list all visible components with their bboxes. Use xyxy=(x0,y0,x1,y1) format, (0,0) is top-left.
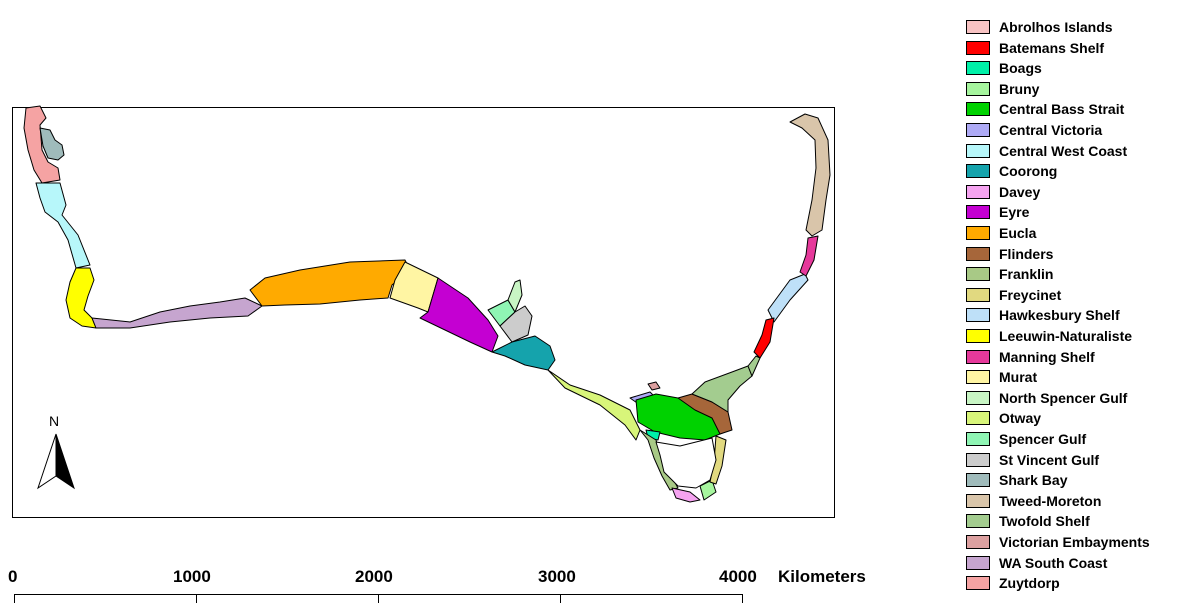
scale-tick-label: 2000 xyxy=(355,567,393,586)
scale-tick-label: 0 xyxy=(8,567,18,586)
scale-tick xyxy=(742,594,743,603)
legend-label: Twofold Shelf xyxy=(999,513,1090,530)
scale-tick-label: 1000 xyxy=(173,567,211,586)
region-eyre[interactable] xyxy=(419,277,499,353)
legend-swatch xyxy=(966,370,990,385)
east-coast-shelf xyxy=(747,355,761,377)
legend-swatch xyxy=(966,576,990,591)
legend-label: Shark Bay xyxy=(999,472,1068,489)
legend-swatch xyxy=(966,349,990,364)
legend-swatch xyxy=(966,555,990,570)
legend-swatch xyxy=(966,411,990,426)
region-eucla[interactable] xyxy=(249,259,411,307)
region-zuytdorp[interactable] xyxy=(23,105,61,184)
region-twofold-shelf[interactable] xyxy=(691,365,753,413)
region-shark-bay[interactable] xyxy=(39,127,65,161)
scale-tick xyxy=(196,594,197,603)
legend-swatch xyxy=(966,473,990,488)
legend-label: St Vincent Gulf xyxy=(999,451,1100,468)
legend-label: Hawkesbury Shelf xyxy=(999,307,1120,324)
legend-label: Spencer Gulf xyxy=(999,431,1087,447)
legend-label: Boags xyxy=(999,60,1042,77)
legend-label: Franklin xyxy=(999,266,1054,283)
legend-swatch xyxy=(966,308,990,323)
region-central-west-coast[interactable] xyxy=(35,182,91,269)
legend-label: Central Victoria xyxy=(999,122,1103,138)
legend-label: Victorian Embayments xyxy=(999,534,1150,550)
scale-tick xyxy=(378,594,379,603)
north-arrow-icon xyxy=(37,433,75,490)
legend-swatch xyxy=(966,61,990,76)
legend-swatch xyxy=(966,267,990,282)
region-tweed-moreton[interactable] xyxy=(789,113,831,237)
legend-label: Leeuwin-Naturaliste xyxy=(999,328,1133,344)
legend-swatch xyxy=(966,287,990,302)
region-otway[interactable] xyxy=(547,369,641,441)
legend-label: Abrolhos Islands xyxy=(999,19,1113,35)
legend-label: Otway xyxy=(999,410,1042,427)
legend-swatch xyxy=(966,226,990,240)
legend-swatch xyxy=(966,493,990,508)
legend-swatch xyxy=(966,123,990,137)
legend-label: North Spencer Gulf xyxy=(999,389,1128,406)
legend-swatch xyxy=(966,205,990,220)
scale-tick xyxy=(560,594,561,603)
legend-label: Coorong xyxy=(999,163,1058,180)
legend-label: Eyre xyxy=(999,204,1030,221)
region-wa-south-coast[interactable] xyxy=(91,297,263,329)
legend-swatch xyxy=(966,102,990,117)
region-north-spencer-gulf[interactable] xyxy=(507,279,523,313)
legend-swatch xyxy=(966,246,990,261)
legend-label: Tweed-Moreton xyxy=(999,492,1102,509)
region-davey[interactable] xyxy=(671,487,701,503)
region-coorong[interactable] xyxy=(491,335,556,371)
region-batemans-shelf[interactable] xyxy=(753,317,775,359)
legend-label: Freycinet xyxy=(999,286,1062,303)
region-leeuwin[interactable] xyxy=(65,267,97,329)
tasmania-island xyxy=(655,437,717,489)
legend-swatch xyxy=(966,184,990,199)
legend-label: Murat xyxy=(999,369,1038,386)
legend-swatch xyxy=(966,535,990,549)
region-bruny[interactable] xyxy=(699,479,717,501)
scale-tick-label: 3000 xyxy=(538,567,576,586)
legend-swatch xyxy=(966,514,990,529)
legend-swatch xyxy=(966,452,990,467)
legend-swatch xyxy=(966,20,990,34)
legend-swatch xyxy=(966,390,990,405)
legend-label: Central West Coast xyxy=(999,142,1128,159)
north-arrow-label: N xyxy=(49,413,60,429)
region-hawkesbury-shelf[interactable] xyxy=(767,273,809,323)
legend-swatch xyxy=(966,329,990,343)
region-manning-shelf[interactable] xyxy=(799,235,819,277)
legend-label: Manning Shelf xyxy=(999,348,1095,365)
legend-label: Batemans Shelf xyxy=(999,39,1105,56)
scale-tick-label: 4000 xyxy=(719,567,757,586)
legend-swatch xyxy=(966,143,990,158)
legend-swatch xyxy=(966,40,990,55)
legend-label: Central Bass Strait xyxy=(999,101,1125,118)
legend-label: Bruny xyxy=(999,80,1040,97)
legend-swatch xyxy=(966,432,990,446)
legend-swatch xyxy=(966,81,990,96)
legend-label: Eucla xyxy=(999,225,1037,241)
legend-swatch xyxy=(966,164,990,179)
legend-label: Davey xyxy=(999,183,1041,200)
legend-label: WA South Coast xyxy=(999,554,1108,571)
scale-unit-label: Kilometers xyxy=(778,567,866,586)
scale-tick xyxy=(14,594,15,603)
legend-label: Flinders xyxy=(999,245,1054,262)
legend-label: Zuytdorp xyxy=(999,575,1060,592)
region-victorian-embayments[interactable] xyxy=(647,381,661,391)
